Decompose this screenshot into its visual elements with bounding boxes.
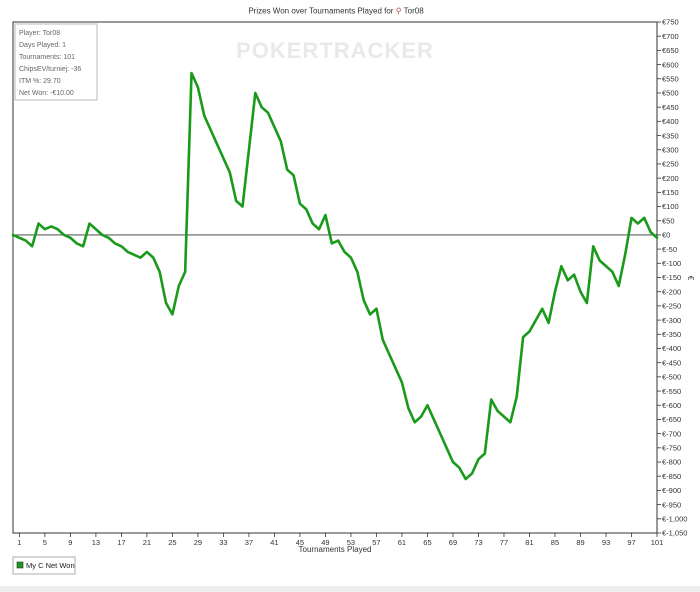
y-tick-label: €-850: [662, 472, 681, 481]
y-axis: €750 €700 €650 €600 €550 €500 €450 €400 €350 €300…: [657, 18, 687, 538]
y-tick-label: €-250: [662, 302, 681, 311]
y-tick-label: €650: [662, 46, 679, 55]
x-tick-label: 33: [219, 538, 227, 547]
x-tick-label: 37: [245, 538, 253, 547]
y-tick-label: €-350: [662, 330, 681, 339]
x-tick-label: 85: [551, 538, 559, 547]
y-tick-label: €-300: [662, 316, 681, 325]
y-tick-label: €750: [662, 18, 679, 27]
y-tick-label: €200: [662, 174, 679, 183]
y-tick-label: €0: [662, 231, 670, 240]
y-tick-label: €-750: [662, 444, 681, 453]
y-tick-label: €-450: [662, 358, 681, 367]
info-chips-ev: ChipsEV/turniej: -36: [19, 66, 81, 73]
y-tick-label: €150: [662, 188, 679, 197]
info-itm: ITM %: 29.70: [19, 78, 61, 85]
y-tick-label: €-500: [662, 373, 681, 382]
y-tick-label: €-100: [662, 259, 681, 268]
y-tick-label: €550: [662, 74, 679, 83]
y-tick-label: €500: [662, 89, 679, 98]
x-axis: 1 5 9 13 17 21 25 29 33 37 41 45 49 53 57 61 65 69 73 77 81 8…: [17, 533, 663, 547]
x-tick-label: 53: [347, 538, 355, 547]
x-tick-label: 93: [602, 538, 610, 547]
x-tick-label: 89: [576, 538, 584, 547]
x-tick-label: 57: [372, 538, 380, 547]
info-days-played: Days Played: 1: [19, 42, 66, 49]
status-bar: [0, 586, 700, 592]
y-tick-label: €700: [662, 32, 679, 41]
series-line-my-c-net-won: [11, 71, 659, 481]
info-box: Player: Tor08 Days Played: 1 Tournaments…: [14, 23, 98, 101]
x-tick-label: 1: [17, 538, 21, 547]
legend-swatch: [16, 561, 24, 569]
player-icon: ⚲: [396, 7, 402, 16]
chart-title-main: Prizes Won over Tournaments Played for: [248, 7, 393, 16]
chart-title: Prizes Won over Tournaments Played for ⚲…: [248, 7, 424, 16]
y-axis-label: €: [686, 276, 695, 281]
x-tick-label: 45: [296, 538, 304, 547]
y-tick-label: €100: [662, 202, 679, 211]
y-tick-label: €-1,050: [662, 529, 687, 538]
x-tick-label: 69: [449, 538, 457, 547]
y-tick-label: €-600: [662, 401, 681, 410]
x-tick-label: 101: [651, 538, 664, 547]
y-tick-label: €-150: [662, 273, 681, 282]
y-tick-label: €-800: [662, 458, 681, 467]
y-tick-label: €-50: [662, 245, 677, 254]
x-tick-label: 49: [321, 538, 329, 547]
x-tick-label: 13: [92, 538, 100, 547]
series-layer: [11, 71, 659, 481]
y-tick-label: €400: [662, 117, 679, 126]
info-player: Player: Tor08: [19, 30, 60, 37]
plot-area: [12, 21, 658, 534]
y-tick-label: €-200: [662, 287, 681, 296]
x-tick-label: 25: [168, 538, 176, 547]
x-axis-label: Tournaments Played: [299, 545, 372, 554]
x-tick-label: 65: [423, 538, 431, 547]
y-tick-label: €50: [662, 216, 675, 225]
x-tick-label: 17: [117, 538, 125, 547]
y-tick-label: €-1,000: [662, 515, 687, 524]
y-tick-label: €250: [662, 160, 679, 169]
y-tick-label: €300: [662, 145, 679, 154]
x-tick-label: 5: [43, 538, 47, 547]
x-tick-label: 77: [500, 538, 508, 547]
y-tick-label: €600: [662, 60, 679, 69]
y-tick-label: €-900: [662, 486, 681, 495]
x-tick-label: 73: [474, 538, 482, 547]
x-tick-label: 9: [68, 538, 72, 547]
y-tick-label: €-650: [662, 415, 681, 424]
y-tick-label: €350: [662, 131, 679, 140]
y-tick-label: €-700: [662, 429, 681, 438]
y-tick-label: €-550: [662, 387, 681, 396]
chart-title-player: Tor08: [404, 7, 425, 16]
x-tick-label: 61: [398, 538, 406, 547]
x-tick-label: 21: [143, 538, 151, 547]
x-tick-label: 41: [270, 538, 278, 547]
legend[interactable]: My C Net Won: [12, 556, 76, 575]
y-tick-label: €450: [662, 103, 679, 112]
x-tick-label: 97: [627, 538, 635, 547]
x-tick-label: 29: [194, 538, 202, 547]
y-tick-label: €-400: [662, 344, 681, 353]
info-tournaments: Tournaments: 101: [19, 54, 75, 61]
y-tick-label: €-950: [662, 500, 681, 509]
x-tick-label: 81: [525, 538, 533, 547]
legend-label: My C Net Won: [26, 561, 75, 570]
info-net-won: Net Won: -€10.00: [19, 90, 74, 97]
watermark-logo: POKERTRACKER: [236, 38, 434, 63]
